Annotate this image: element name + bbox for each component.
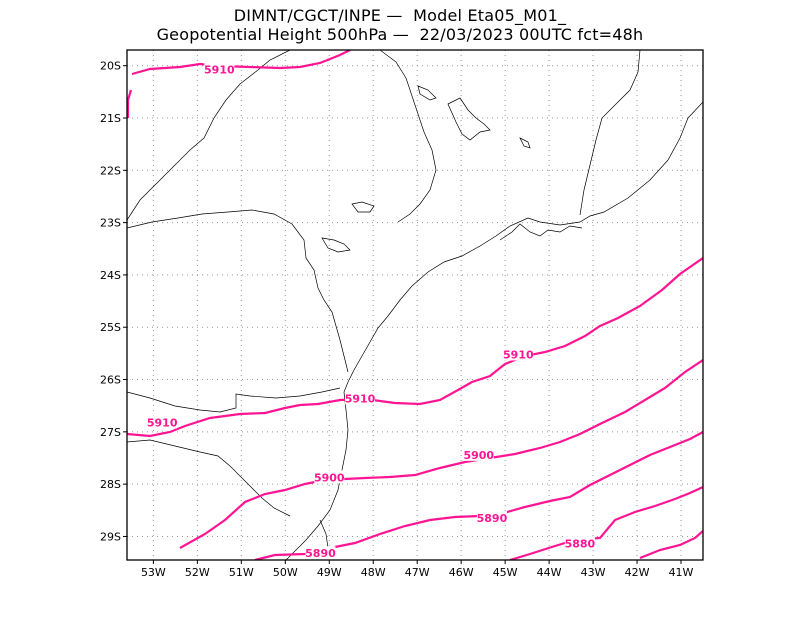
island-lake-4 [417,85,437,101]
latitude-tick-label: 24S [100,269,121,282]
contour-label-background [463,447,494,461]
latitude-tick-label: 28S [100,478,121,491]
coastline-and-borders [127,50,703,560]
contour-label-5880: 5880 [565,537,596,550]
contour-label-background [314,470,345,484]
contour-line-5880 [509,486,703,560]
latitude-tick-label: 22S [100,164,121,177]
contour-label-background [564,536,595,550]
state-border-mid [379,50,437,223]
state-border-north [579,50,641,216]
longitude-tick-label: 46W [449,566,474,579]
contour-line-5910-edge [127,89,133,118]
longitude-tick-label: 44W [537,566,562,579]
contour-label-5910: 5910 [204,63,235,76]
longitude-tick-label: 43W [581,566,606,579]
longitude-tick-label: 47W [405,566,430,579]
latitude-axis: 20S 21S 22S 23S 24S 25S 26S 27S 28S 29S [100,60,127,543]
coastline [285,101,703,560]
country-border [127,439,291,517]
longitude-tick-label: 41W [669,566,694,579]
contour-label-5900: 5900 [463,449,494,462]
latitude-tick-label: 21S [100,112,121,125]
longitude-tick-label: 50W [273,566,298,579]
contour-label-background [305,546,336,560]
bay-outline [499,223,583,241]
contour-label-5910: 5910 [345,392,376,405]
longitude-tick-label: 45W [493,566,518,579]
contour-labels: 5910 5910 5910 5910 5900 5900 5890 5890 5880 [147,62,596,560]
longitude-tick-label: 53W [141,566,166,579]
map-frame [126,49,704,561]
contour-line-5910-north [131,50,351,76]
contour-label-5890: 5890 [477,512,508,525]
contour-label-background [147,415,178,429]
latitude-tick-label: 27S [100,426,121,439]
contour-label-5910: 5910 [503,348,534,361]
map-title-line-1: DIMNT/CGCT/INPE — Model Eta05_M01_ [233,6,567,25]
state-border-south [127,387,341,413]
longitude-tick-label: 48W [361,566,386,579]
contour-line-5910-south [127,257,703,438]
contour-label-background [345,391,376,405]
longitude-tick-label: 42W [625,566,650,579]
height-contours [127,50,703,560]
latitude-tick-label: 25S [100,321,121,334]
contour-label-background [204,62,235,76]
graticule [127,50,703,560]
longitude-tick-label: 52W [185,566,210,579]
contour-label-5890: 5890 [305,547,336,560]
contour-line-5870 [639,530,703,560]
map-title-line-2: Geopotential Height 500hPa — 22/03/2023 … [156,25,644,44]
state-border-river [127,209,349,373]
longitude-axis: 53W 52W 51W 50W 49W 48W 47W 46W 45W 44W 43W 42W 41W [141,560,694,579]
contour-label-background [503,347,534,361]
longitude-tick-label: 51W [229,566,254,579]
contour-line-5900 [179,359,703,549]
contour-label-5910: 5910 [147,416,178,429]
latitude-tick-label: 20S [100,60,121,73]
island-lake-5 [519,137,531,149]
latitude-tick-label: 29S [100,530,121,543]
island-lake-2 [351,201,375,213]
island-lake-1 [447,97,491,141]
latitude-tick-label: 23S [100,217,121,230]
longitude-tick-label: 49W [317,566,342,579]
latitude-tick-label: 26S [100,374,121,387]
island-lake-3 [321,237,351,253]
contour-label-5900: 5900 [314,471,345,484]
contour-label-background [476,511,507,525]
